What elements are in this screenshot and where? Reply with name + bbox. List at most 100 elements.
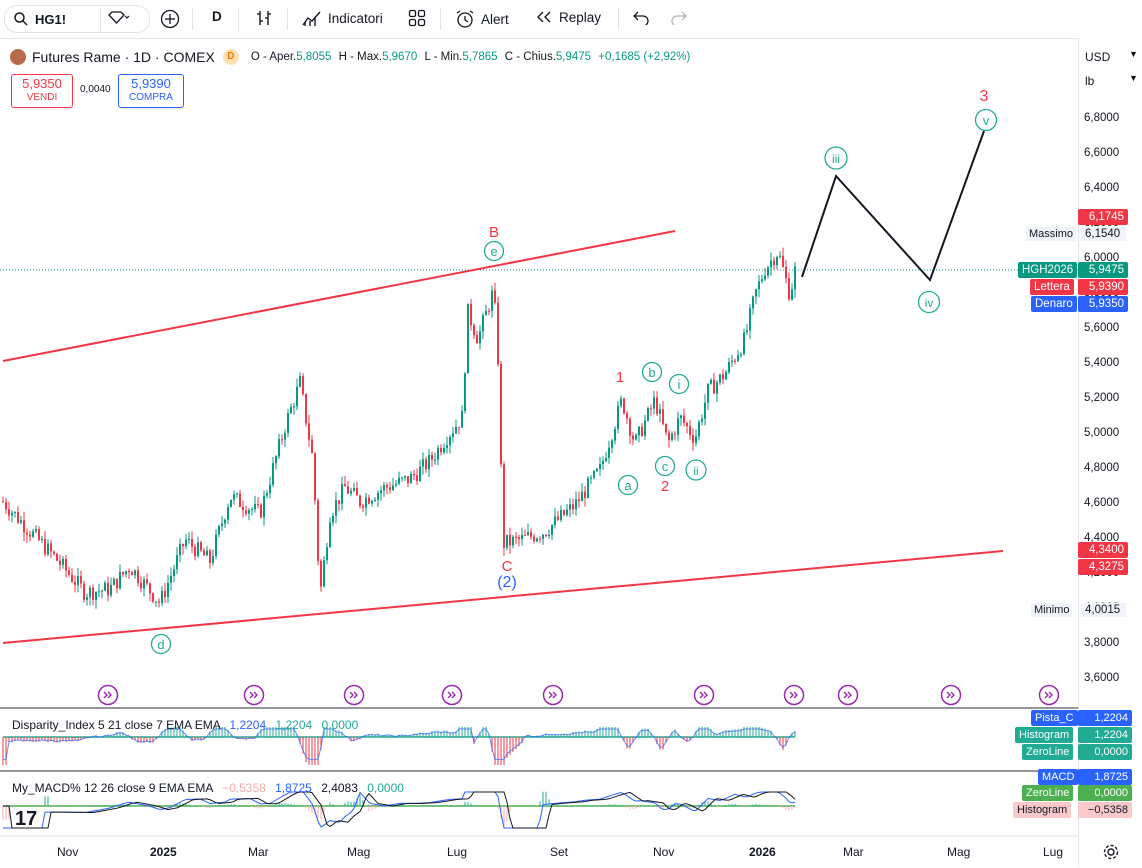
event-marker-icon[interactable]	[542, 684, 564, 706]
wave-projection-path[interactable]	[801, 130, 985, 282]
macd-plot	[2, 791, 796, 829]
macd-title[interactable]: My_MACD% 12 26 close 9 EMA EMA	[12, 781, 213, 795]
candle-body	[8, 509, 10, 516]
unit-label: lb	[1085, 74, 1095, 88]
chart-type-button[interactable]	[255, 9, 273, 27]
currency-select[interactable]: USD ▼	[1080, 47, 1140, 67]
event-arrow-icon	[699, 691, 708, 699]
event-marker-icon[interactable]	[783, 684, 805, 706]
time-axis-label: Mar	[248, 845, 269, 859]
disparity-title[interactable]: Disparity_Index 5 21 close 7 EMA EMA	[12, 718, 221, 732]
add-symbol-button[interactable]	[160, 9, 180, 29]
unit-select[interactable]: lb ▼	[1080, 71, 1140, 91]
bid-label-tag: Denaro	[1031, 296, 1077, 312]
candle-body	[65, 558, 67, 571]
event-marker-icon[interactable]	[693, 684, 715, 706]
event-marker-icon[interactable]	[243, 684, 265, 706]
indicators-button[interactable]: Indicatori	[302, 9, 383, 27]
candle-body	[119, 571, 121, 589]
wave-circle-d[interactable]	[150, 633, 172, 655]
candle-body	[452, 433, 454, 437]
wave-circle-c[interactable]	[654, 455, 676, 477]
candle-body	[749, 308, 751, 331]
candle-body	[404, 476, 406, 478]
buy-button[interactable]: 5,9390 COMPRA	[118, 74, 184, 108]
symbol-search[interactable]: HG1!	[4, 5, 150, 33]
wave-label-c: c	[662, 459, 669, 474]
candle-body	[641, 426, 643, 436]
wave-label-B[interactable]: B	[489, 224, 499, 241]
alert-button[interactable]: Alert	[455, 9, 509, 29]
candle-body	[62, 558, 64, 565]
wave-label-v: v	[983, 113, 990, 128]
candle-body	[653, 397, 655, 409]
candle-body	[437, 448, 439, 460]
candle-body	[179, 544, 181, 556]
wave-circle-iii[interactable]	[824, 146, 848, 170]
top-toolbar: HG1! D Indicatori Alert Replay	[0, 0, 1142, 39]
wave-label-iii: iii	[832, 152, 840, 166]
layout-button[interactable]	[408, 9, 426, 27]
candle-body	[20, 520, 22, 523]
event-marker-icon[interactable]	[837, 684, 859, 706]
candle-body	[311, 439, 313, 454]
wave-label-2-paren[interactable]: (2)	[497, 574, 517, 591]
event-marker-icon[interactable]	[940, 684, 962, 706]
wave-circle-v[interactable]	[974, 108, 998, 132]
bid-price-tag: 5,9350	[1078, 296, 1128, 312]
candle-body	[101, 590, 103, 592]
wave-circle-e[interactable]	[483, 240, 505, 262]
candle-body	[767, 267, 769, 276]
disparity-line	[3, 728, 796, 760]
candle-body	[683, 415, 685, 424]
wave-circle-iv[interactable]	[917, 290, 941, 314]
wave-label-3[interactable]: 3	[980, 88, 989, 105]
candle-body	[308, 423, 310, 440]
wave-label-C[interactable]: C	[502, 558, 513, 575]
gear-icon[interactable]	[1102, 843, 1120, 861]
candle-body	[236, 493, 238, 495]
price-chart[interactable]: B e C (2) d 1 2 a b c i ii iii iv 3 v 17	[0, 38, 1078, 868]
candle-body	[302, 376, 304, 394]
candle-body	[233, 494, 235, 500]
wave-circle-i[interactable]	[668, 373, 690, 395]
candle-body	[428, 455, 430, 470]
undo-button[interactable]	[632, 9, 650, 25]
wave-label-1[interactable]: 1	[616, 369, 624, 386]
wave-circle-ii[interactable]	[685, 459, 707, 481]
sell-label: VENDI	[26, 92, 58, 103]
candle-body	[410, 473, 412, 484]
candle-body	[461, 411, 463, 428]
price-axis-label: 5,0000	[1084, 427, 1120, 439]
candle-body	[791, 289, 793, 300]
candle-body	[662, 409, 664, 424]
candle-body	[266, 493, 268, 496]
lower-trendline[interactable]	[2, 550, 1004, 644]
sell-button[interactable]: 5,9350 VENDI	[11, 74, 73, 108]
candle-body	[209, 550, 211, 563]
event-marker-icon[interactable]	[1038, 684, 1060, 706]
candle-body	[764, 275, 766, 280]
candle-body	[752, 296, 754, 309]
candle-body	[122, 571, 124, 575]
pista-label: Pista_C	[1031, 710, 1078, 726]
event-marker-icon[interactable]	[343, 684, 365, 706]
candle-body	[11, 512, 13, 516]
candle-body	[155, 601, 157, 603]
interval-button[interactable]: D	[212, 9, 222, 24]
upper-trendline[interactable]	[2, 230, 676, 362]
wave-label-2[interactable]: 2	[661, 478, 669, 495]
candle-body	[542, 534, 544, 539]
replay-button[interactable]: Replay	[535, 9, 601, 25]
chart-title[interactable]: Futures Rame · 1D · COMEX	[32, 49, 215, 65]
redo-button[interactable]	[670, 9, 688, 25]
disp-zeroline-label: ZeroLine	[1022, 744, 1074, 760]
event-marker-icon[interactable]	[97, 684, 119, 706]
wave-circle-b[interactable]	[641, 361, 663, 383]
compare-button[interactable]	[108, 9, 130, 25]
event-arrow-icon	[843, 691, 852, 699]
candle-body	[521, 534, 523, 540]
event-marker-icon[interactable]	[441, 684, 463, 706]
wave-circle-a[interactable]	[617, 474, 639, 496]
candle-body	[248, 510, 250, 514]
